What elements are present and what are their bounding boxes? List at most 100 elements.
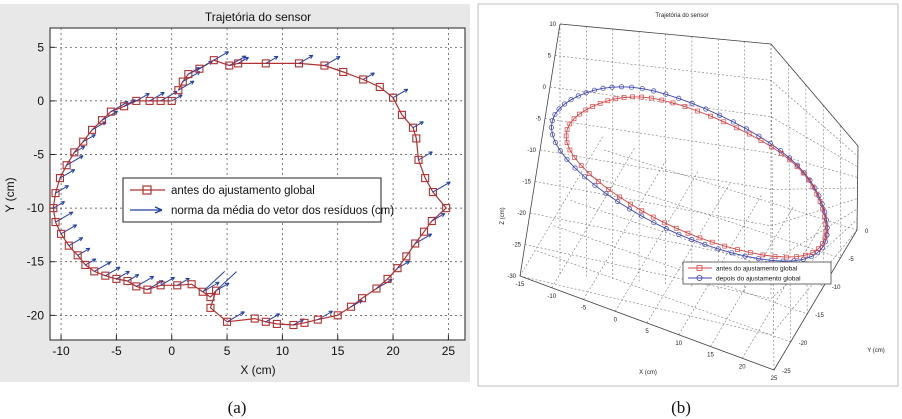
data-point-marker [97, 116, 107, 125]
marker-antes [682, 104, 688, 109]
axis-frame [519, 23, 859, 371]
marker-antes [597, 100, 603, 106]
data-point-marker [112, 274, 121, 283]
data-point-marker [81, 260, 90, 269]
marker-depois [730, 119, 736, 125]
marker-antes [650, 214, 656, 220]
trajectory-line [52, 59, 448, 326]
data-point-marker [261, 317, 270, 326]
residual-arrow [226, 311, 245, 323]
residual-arrow-head [428, 151, 433, 156]
marker-antes [772, 254, 778, 259]
marker-depois [591, 87, 597, 93]
grid-line-z [549, 86, 858, 168]
x-tick-label: 10 [675, 341, 682, 347]
marker-antes [578, 163, 584, 168]
data-point-marker [178, 77, 187, 86]
x-tick-label: 15 [331, 344, 345, 358]
data-point-marker [442, 204, 451, 213]
marker-antes [823, 221, 829, 227]
marker-depois [627, 206, 633, 212]
residual-arrow [265, 313, 280, 323]
data-point-marker [198, 287, 207, 296]
residual-arrow [66, 155, 84, 166]
marker-antes [816, 246, 821, 251]
residual-arrow [105, 266, 121, 277]
grid-line-x-floor [741, 218, 826, 359]
data-point-marker [294, 59, 304, 68]
marker-depois [556, 106, 562, 112]
x-tick-label: 10 [276, 344, 290, 358]
marker-antes [567, 121, 573, 127]
marker-depois [639, 86, 645, 92]
marker-depois [676, 231, 682, 237]
x-tick-label: 0 [614, 317, 618, 323]
marker-antes [820, 206, 826, 212]
z-tick-label: 10 [549, 22, 556, 28]
data-point-marker [272, 319, 281, 328]
panel-b-legend: antes do ajustamento global depois do aj… [682, 261, 832, 285]
residual-arrow [324, 56, 341, 66]
marker-depois [651, 220, 657, 226]
residual-arrow [127, 274, 139, 282]
marker-antes [617, 194, 622, 200]
marker-depois [767, 140, 773, 146]
residual-arrow [418, 151, 433, 161]
residual-arrow-head [131, 99, 136, 104]
residual-arrow [77, 247, 91, 256]
z-tick-label: -15 [522, 180, 531, 186]
marker-depois [549, 118, 555, 124]
legend-b-label-depois: depois do ajustamento global [716, 276, 801, 283]
data-point-marker [289, 320, 298, 330]
marker-depois [581, 174, 588, 180]
marker-antes [810, 184, 816, 190]
x-tick-label: 5 [224, 344, 231, 358]
data-point-marker [320, 61, 329, 70]
marker-antes [721, 119, 727, 125]
panel-b-y-axis-label: Y (cm) [867, 348, 885, 354]
grid-line-y-floor [553, 225, 808, 315]
marker-depois [557, 148, 563, 154]
residual-arrow-head [145, 92, 150, 97]
marker-antes [586, 171, 592, 176]
marker-depois [564, 156, 570, 162]
data-point-marker [408, 123, 418, 132]
data-point-marker [184, 70, 193, 79]
legend-label-quiver: norma da média do vetor dos resíduos (cm… [171, 205, 394, 217]
data-point-marker [145, 96, 154, 105]
y-tick-label: -10 [27, 201, 45, 215]
marker-depois [651, 88, 657, 94]
data-point-marker [393, 264, 402, 273]
marker-depois [552, 111, 558, 118]
caption-a: (a) [228, 398, 247, 417]
data-point-marker [101, 271, 110, 280]
residual-arrow [397, 260, 410, 269]
data-point-marker [51, 218, 60, 227]
x-tick-label: 20 [739, 364, 746, 370]
y-tick-label: -5 [848, 257, 854, 263]
x-tick-label: 5 [645, 329, 649, 335]
marker-depois [717, 112, 723, 118]
data-point-marker [132, 96, 141, 105]
data-point-marker [333, 311, 342, 320]
marker-antes [783, 254, 789, 260]
residual-arrow-head [189, 80, 195, 85]
marker-depois [639, 213, 645, 219]
marker-antes [787, 157, 793, 163]
panel-a-title: Trajetória do sensor [205, 10, 311, 24]
marker-depois [824, 225, 830, 231]
residual-arrow-head [405, 260, 411, 265]
marker-antes [746, 131, 752, 137]
marker-antes [806, 177, 811, 183]
panel-a-markers [49, 56, 451, 330]
data-point-marker [187, 280, 196, 289]
residual-arrow-head [80, 145, 86, 150]
y-tick-label: 0 [37, 94, 44, 108]
marker-antes [590, 104, 596, 109]
data-point-marker [143, 285, 152, 294]
residual-arrow [317, 310, 333, 321]
data-point-marker [206, 303, 215, 312]
data-point-marker [209, 56, 218, 65]
marker-antes [758, 138, 764, 143]
